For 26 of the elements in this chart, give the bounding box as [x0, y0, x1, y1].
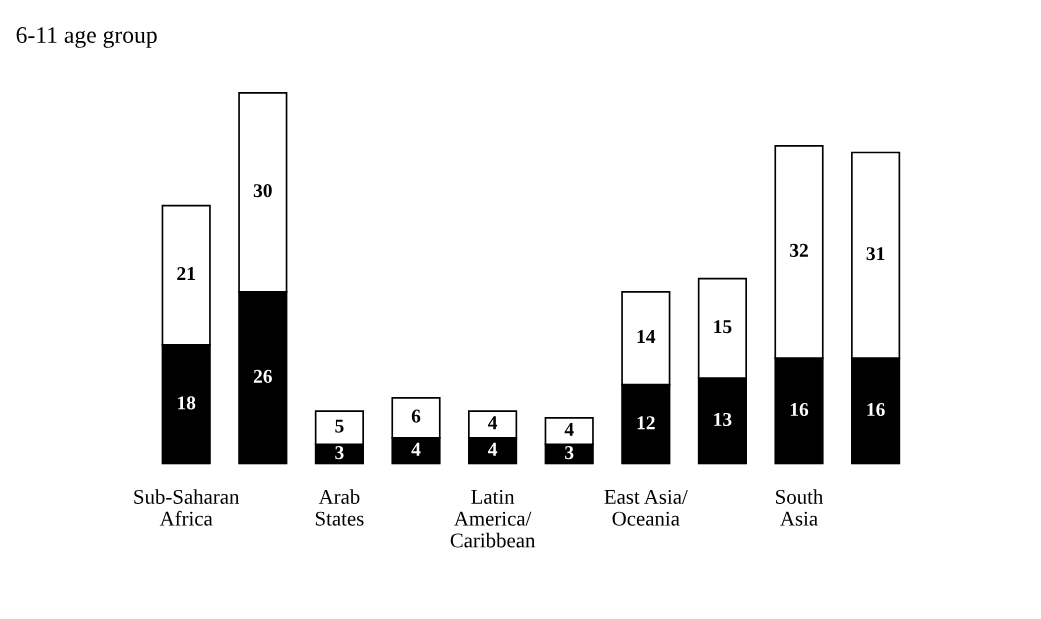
data-label: 32 [790, 243, 808, 257]
x-tick-label: Sub-Saharan Africa [134, 489, 240, 526]
data-label: 15 [714, 320, 732, 334]
x-tick-label: East Asia/ Oceania [604, 489, 688, 526]
data-label: 3 [565, 446, 574, 460]
data-label: 21 [177, 267, 195, 280]
x-tick-label: South Asia [776, 489, 824, 526]
data-label: 16 [867, 402, 885, 417]
data-label: 4 [488, 416, 498, 430]
chart-title: 6-11 age group [16, 27, 157, 48]
data-label: 13 [714, 412, 732, 427]
data-label: 12 [637, 416, 655, 430]
data-label: 4 [411, 442, 421, 456]
data-label: 18 [178, 396, 196, 410]
data-label: 14 [637, 330, 656, 343]
data-label: 31 [866, 247, 885, 261]
data-label: 6 [411, 409, 421, 423]
data-label: 16 [790, 402, 809, 417]
data-label: 30 [253, 184, 272, 198]
data-label: 4 [564, 422, 574, 436]
data-label: 4 [488, 442, 498, 456]
data-label: 5 [335, 419, 344, 433]
x-tick-label: Arab States [315, 489, 364, 526]
x-tick-label: Latin America/ Caribbean [450, 489, 536, 548]
data-label: 3 [335, 446, 344, 460]
data-label: 26 [253, 369, 272, 383]
